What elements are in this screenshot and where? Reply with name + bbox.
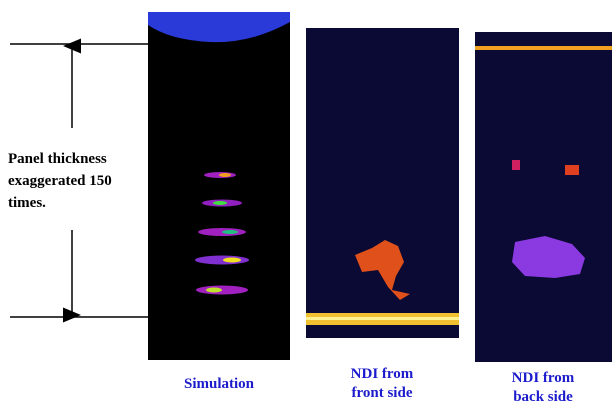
thickness-indicator	[10, 38, 150, 323]
caption: NDI from	[512, 370, 575, 386]
annotation: exaggerated 150	[8, 173, 112, 189]
ndi-front-panel	[306, 28, 459, 338]
caption: back side	[513, 389, 573, 405]
caption: front side	[352, 385, 413, 401]
caption: NDI from	[351, 366, 414, 382]
ndi-back-panel	[475, 32, 612, 362]
simulation-panel	[148, 12, 290, 360]
annotation: Panel thickness	[8, 151, 107, 167]
caption: Simulation	[184, 376, 255, 392]
annotation: times.	[8, 195, 46, 211]
